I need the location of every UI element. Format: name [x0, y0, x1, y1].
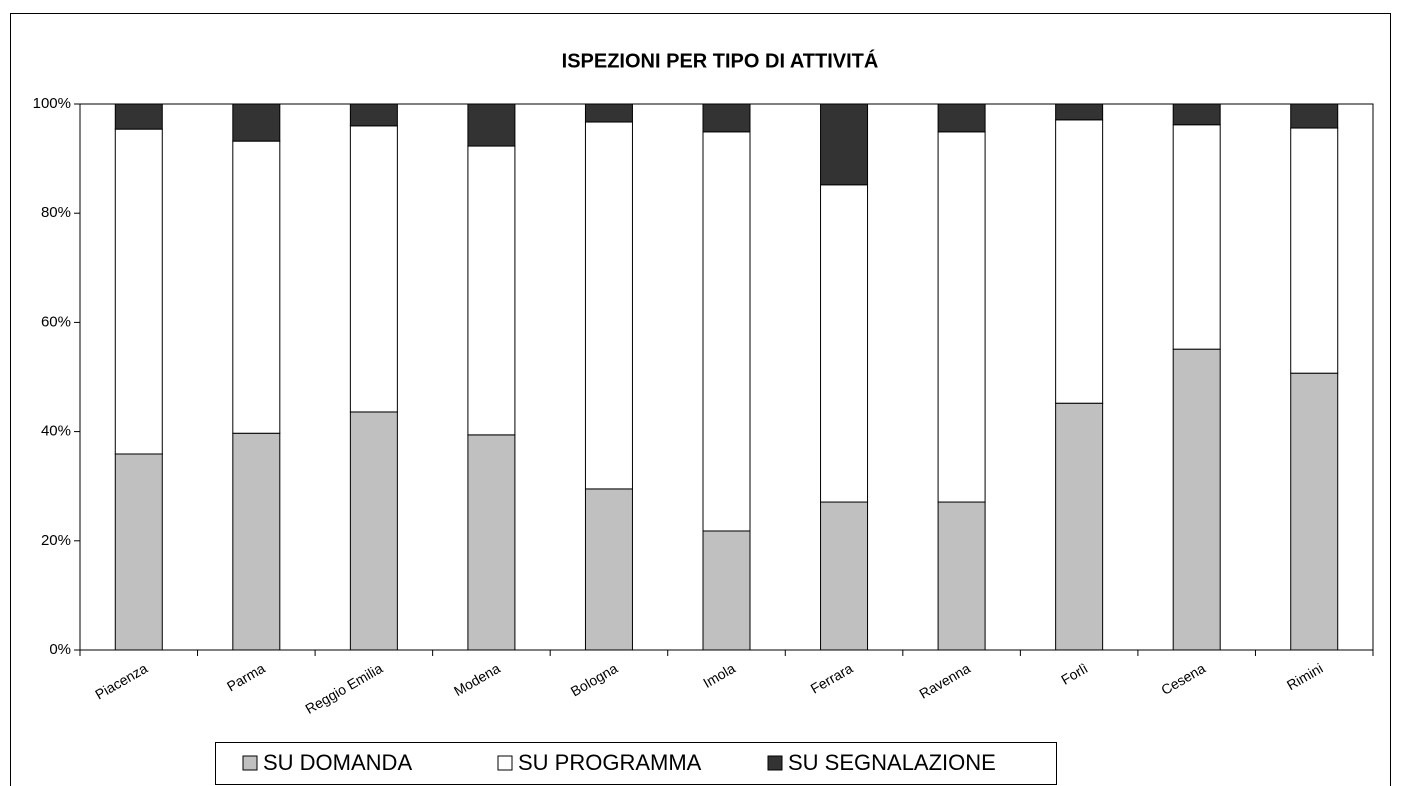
- bar-segment: [114, 453, 163, 651]
- bar-segment: [1172, 348, 1221, 651]
- plot-border: [79, 103, 1374, 651]
- bar-segment: [1055, 103, 1104, 121]
- bar-segment: [349, 411, 398, 651]
- bar-segment: [467, 434, 516, 651]
- bar-segment: [1172, 124, 1221, 350]
- bar-segment: [820, 184, 869, 503]
- bar-segment: [702, 530, 751, 651]
- bar-segment: [820, 501, 869, 651]
- bar-segment: [232, 140, 281, 434]
- legend-box: [215, 742, 1057, 785]
- bar-segment: [232, 432, 281, 651]
- chart-title: ISPEZIONI PER TIPO DI ATTIVITÁ: [562, 49, 879, 72]
- bar-segment: [467, 145, 516, 436]
- bar-segment: [232, 103, 281, 142]
- legend-label: SU PROGRAMMA: [518, 750, 702, 775]
- bar-segment: [1290, 127, 1339, 374]
- bar-segment: [1055, 119, 1104, 404]
- y-tick-label: 100%: [33, 95, 71, 112]
- legend: SU DOMANDA SU PROGRAMMA SU SEGNALAZIONE: [215, 742, 1057, 785]
- bar-segment: [1290, 372, 1339, 651]
- bar-segment: [114, 103, 163, 130]
- y-tick-label: 40%: [41, 423, 71, 440]
- legend-swatch: [497, 755, 513, 771]
- bar-segment: [937, 103, 986, 133]
- bar-segment: [702, 131, 751, 532]
- bar-segment: [1055, 402, 1104, 651]
- bar-segment: [820, 103, 869, 186]
- bar-segment: [349, 103, 398, 127]
- legend-swatch: [242, 755, 258, 771]
- bar-segment: [937, 131, 986, 503]
- bar-segment: [584, 121, 633, 490]
- bar-segment: [467, 103, 516, 147]
- bar-segment: [937, 501, 986, 651]
- bar-segment: [114, 128, 163, 455]
- y-tick-label: 60%: [41, 313, 71, 330]
- bar-segment: [1172, 103, 1221, 126]
- legend-label: SU SEGNALAZIONE: [788, 750, 996, 775]
- y-tick-label: 20%: [41, 532, 71, 549]
- bar-segment: [584, 103, 633, 123]
- bar-segment: [702, 103, 751, 133]
- legend-label: SU DOMANDA: [263, 750, 412, 775]
- bar-segment: [349, 125, 398, 413]
- bar-segment: [1290, 103, 1339, 129]
- y-tick-label: 80%: [41, 204, 71, 221]
- bar-segment: [584, 488, 633, 651]
- y-tick-label: 0%: [49, 641, 71, 658]
- legend-swatch: [767, 755, 783, 771]
